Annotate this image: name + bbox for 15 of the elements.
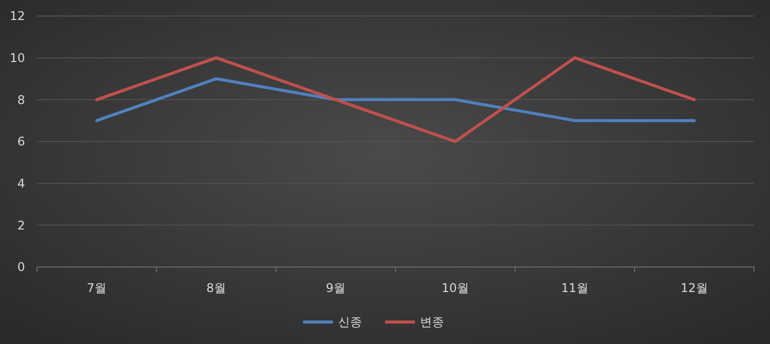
y-tick-label: 10 xyxy=(10,51,25,66)
legend-label: 신종 xyxy=(338,315,362,330)
y-tick-label: 12 xyxy=(10,9,25,24)
x-tick-label: 8월 xyxy=(206,281,226,295)
x-tick-label: 11월 xyxy=(561,281,588,295)
x-tick-label: 7월 xyxy=(86,281,107,295)
y-tick-label: 8 xyxy=(17,92,25,107)
y-tick-label: 4 xyxy=(17,176,25,191)
y-tick-label: 6 xyxy=(17,134,25,149)
x-tick-label: 9월 xyxy=(326,281,346,295)
x-tick-label: 12월 xyxy=(680,281,708,295)
legend-label: 변종 xyxy=(420,315,444,330)
y-tick-label: 0 xyxy=(17,260,25,274)
y-tick-label: 2 xyxy=(17,218,25,232)
x-tick-label: 10월 xyxy=(442,281,469,295)
